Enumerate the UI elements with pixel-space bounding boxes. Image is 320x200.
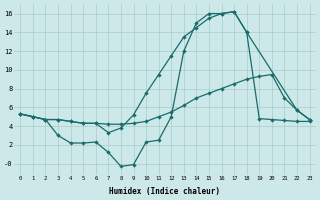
X-axis label: Humidex (Indice chaleur): Humidex (Indice chaleur) — [109, 187, 220, 196]
